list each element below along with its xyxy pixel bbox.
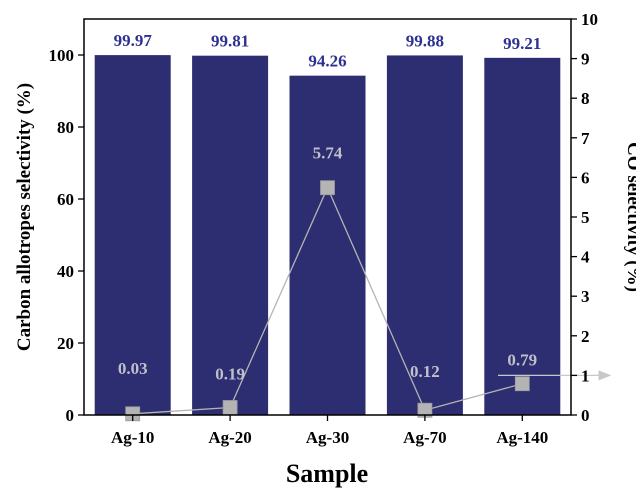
co-value-label: 5.74 bbox=[313, 144, 343, 163]
right-tick-label: 8 bbox=[581, 89, 590, 108]
bar-ag-10 bbox=[94, 55, 171, 415]
left-tick-label: 60 bbox=[57, 190, 74, 209]
right-tick-label: 1 bbox=[581, 366, 590, 385]
x-tick-label: Ag-70 bbox=[403, 428, 446, 447]
left-tick-label: 0 bbox=[66, 406, 75, 425]
right-tick-label: 0 bbox=[581, 406, 590, 425]
axes-layer bbox=[78, 18, 577, 421]
bar-ag-20 bbox=[192, 55, 269, 416]
bar-value-label: 99.81 bbox=[211, 32, 249, 51]
x-tick-label: Ag-30 bbox=[306, 428, 349, 447]
co-point-ag-140 bbox=[514, 376, 530, 392]
x-tick-label: Ag-10 bbox=[111, 428, 154, 447]
x-tick-label: Ag-20 bbox=[208, 428, 251, 447]
left-tick-label: 40 bbox=[57, 262, 74, 281]
right-tick-label: 4 bbox=[581, 248, 590, 267]
co-point-ag-30 bbox=[320, 180, 335, 196]
bar-value-label: 99.21 bbox=[503, 34, 541, 53]
left-tick-label: 20 bbox=[57, 334, 74, 353]
right-axis-title: CO selectivity (%) bbox=[623, 142, 636, 292]
left-tick-label: 80 bbox=[57, 118, 74, 137]
bar-ag-70 bbox=[386, 55, 463, 415]
right-tick-label: 5 bbox=[581, 208, 590, 227]
right-tick-label: 7 bbox=[581, 129, 590, 148]
x-tick-label: Ag-140 bbox=[496, 428, 548, 447]
labels-layer: Sample Carbon allotropes selectivity (%)… bbox=[14, 10, 636, 488]
bar-value-label: 99.97 bbox=[114, 31, 153, 50]
right-tick-label: 3 bbox=[581, 287, 590, 306]
bar-value-label: 99.88 bbox=[406, 31, 444, 50]
co-value-label: 0.19 bbox=[215, 364, 245, 383]
co-value-label: 0.12 bbox=[410, 362, 440, 381]
bar-ag-140 bbox=[484, 57, 561, 416]
left-axis-title: Carbon allotropes selectivity (%) bbox=[14, 83, 35, 351]
co-line-layer bbox=[125, 180, 612, 422]
right-tick-label: 10 bbox=[581, 10, 598, 29]
left-tick-label: 100 bbox=[49, 46, 75, 65]
co-value-label: 0.03 bbox=[118, 359, 148, 378]
x-axis-title: Sample bbox=[286, 459, 368, 488]
right-tick-label: 2 bbox=[581, 327, 590, 346]
bars-layer bbox=[94, 55, 561, 416]
bar-value-label: 94.26 bbox=[308, 52, 346, 71]
co-point-ag-20 bbox=[222, 400, 238, 415]
right-tick-label: 9 bbox=[581, 50, 590, 69]
right-tick-label: 6 bbox=[581, 168, 590, 187]
bar-ag-30 bbox=[289, 75, 366, 415]
co-value-label: 0.79 bbox=[507, 351, 537, 370]
